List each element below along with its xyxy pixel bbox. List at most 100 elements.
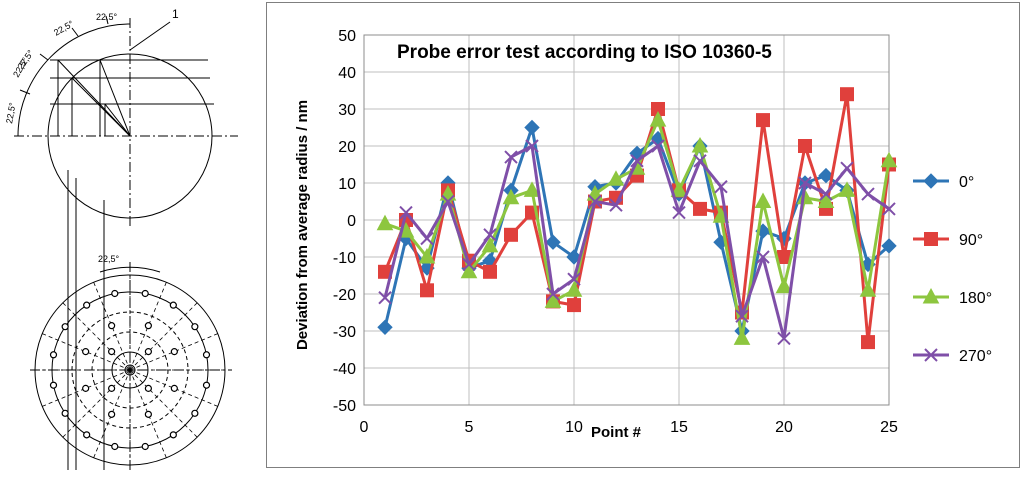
plan-radial-line: [93, 282, 131, 371]
data-point: [756, 113, 770, 128]
legend-label: 180°: [959, 290, 992, 307]
chart-title: Probe error test according to ISO 10360-…: [397, 42, 772, 63]
data-point: [672, 205, 686, 220]
probe-hole: [144, 410, 152, 418]
plan-radial-line: [129, 333, 218, 371]
x-tick-label: 25: [880, 419, 898, 436]
data-point: [733, 329, 751, 345]
y-tick-label: -40: [333, 361, 356, 378]
data-point: [817, 192, 835, 208]
probe-hole: [170, 384, 178, 392]
data-point: [798, 176, 812, 190]
data-point: [462, 257, 476, 272]
legend-label: 90°: [959, 232, 983, 249]
x-axis-ticks: 0 5 10 15 20 25: [360, 419, 898, 436]
data-point: [609, 198, 623, 212]
data-point: [818, 167, 834, 184]
probe-hole: [83, 301, 91, 309]
callout-label: 1: [172, 7, 179, 21]
plan-radial-line: [62, 369, 131, 438]
data-point: [881, 238, 897, 254]
data-point: [441, 194, 455, 209]
legend-entry: 90°: [913, 232, 983, 249]
data-point: [649, 111, 667, 127]
plan-radial-line: [93, 369, 131, 458]
data-point: [819, 187, 833, 201]
probe-hole: [141, 289, 149, 298]
plan-radial-line: [129, 369, 198, 438]
angle-label: 22,5°: [96, 12, 118, 22]
y-tick-label: 20: [338, 139, 356, 156]
probe-hole: [108, 384, 116, 392]
plan-radial-line: [62, 302, 131, 371]
probe-hole: [170, 348, 178, 356]
data-point: [859, 281, 877, 297]
data-point: [523, 181, 541, 197]
data-point: [460, 262, 478, 279]
x-tick-label: 15: [670, 419, 688, 436]
x-tick-label: 10: [565, 419, 583, 436]
data-point: [861, 187, 875, 201]
x-axis-label: Point #: [591, 424, 642, 441]
probe-hole: [83, 431, 91, 439]
probe-hole: [111, 442, 119, 451]
probe-hole: [191, 323, 199, 331]
data-point: [670, 181, 688, 197]
x-tick-label: 0: [360, 419, 369, 436]
data-point: [756, 250, 770, 264]
data-point: [861, 335, 875, 350]
legend-entry: 270°: [913, 348, 992, 365]
probe-hole: [169, 301, 177, 309]
data-point: [607, 170, 625, 186]
x-tick-label: 20: [775, 419, 793, 436]
y-tick-label: 50: [338, 28, 356, 45]
data-point: [546, 287, 560, 301]
y-axis-label: Deviation from average radius / nm: [294, 100, 311, 350]
data-point: [880, 151, 898, 168]
data-point: [483, 228, 497, 242]
probe-hole: [108, 322, 116, 330]
plan-radial-line: [129, 302, 198, 371]
y-tick-label: -20: [333, 287, 356, 304]
data-point: [420, 231, 434, 246]
data-point: [840, 161, 854, 175]
y-axis-ticks: 50 40 30 20 10 0 -10 -20 -30 -40 -50: [333, 28, 356, 415]
data-point: [651, 139, 665, 153]
legend-label: 270°: [959, 348, 992, 365]
plan-radial-line: [129, 369, 167, 458]
probe-hole: [82, 384, 90, 392]
data-point: [483, 264, 497, 279]
probe-hole: [144, 322, 152, 330]
data-point: [735, 309, 749, 323]
data-point: [399, 205, 413, 220]
technical-drawing: 1 22,5° 22,5° 22,5° 22,5° 22,5° 22,5°: [4, 7, 238, 470]
data-point: [544, 292, 562, 308]
data-point: [691, 136, 709, 153]
data-point: [481, 236, 499, 253]
gridlines: [363, 34, 890, 406]
probe-hole: [61, 323, 69, 331]
y-tick-label: 30: [338, 102, 356, 119]
legend-entry: 180°: [913, 287, 992, 307]
data-point: [502, 188, 520, 205]
data-point: [588, 194, 602, 209]
legend: 0° 90° 180° 270°: [913, 173, 992, 365]
probe-hole: [191, 409, 199, 417]
data-point: [922, 287, 940, 304]
data-point: [775, 277, 793, 294]
data-point: [545, 234, 561, 250]
legend-entry: 0°: [913, 173, 974, 191]
data-point: [420, 283, 434, 298]
series-group: [376, 87, 898, 350]
probe-geometry-drawing: 1 22,5° 22,5° 22,5° 22,5° 22,5° 22,5°: [0, 0, 262, 474]
data-point: [566, 249, 582, 265]
probe-hole: [108, 410, 116, 418]
data-point: [693, 154, 707, 168]
data-point: [377, 319, 393, 336]
y-tick-label: 0: [347, 213, 356, 230]
data-point: [418, 247, 436, 264]
angle-label: 22,5°: [4, 101, 18, 124]
line-chart: 50 40 30 20 10 0 -10 -20 -30 -40 -50 0 5 10 15 20 25 Pr…: [294, 28, 992, 441]
probe-hole: [169, 431, 177, 439]
data-point: [882, 202, 896, 216]
